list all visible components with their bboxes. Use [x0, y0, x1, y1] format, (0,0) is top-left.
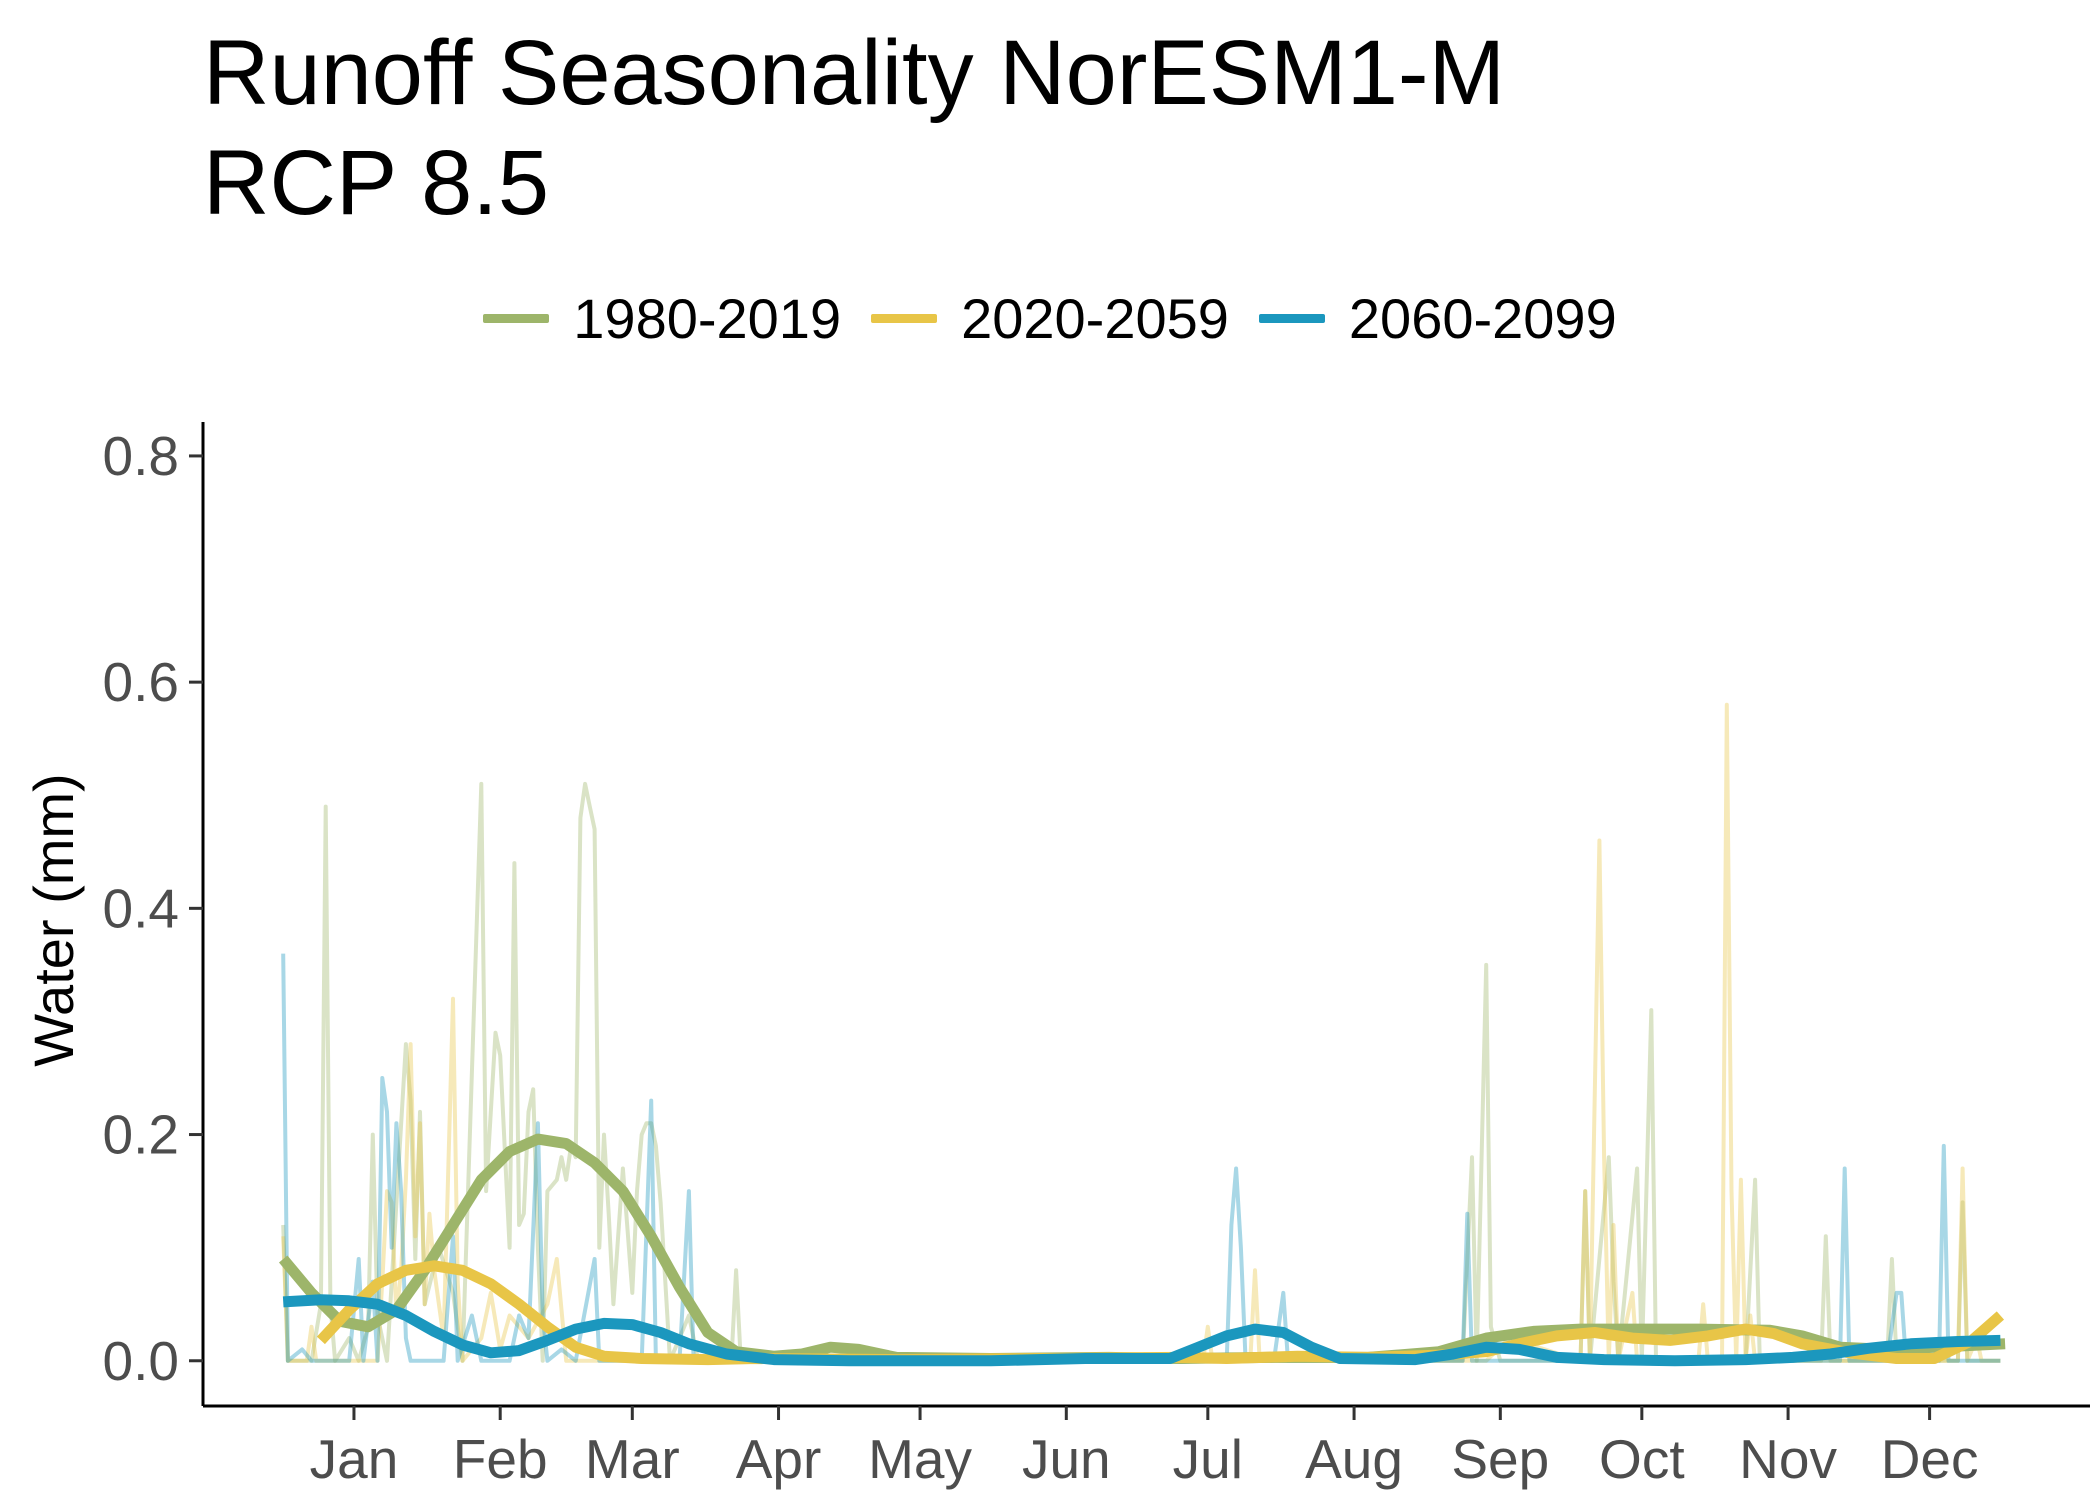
- legend-item-2020-2059: 2020-2059: [871, 286, 1229, 351]
- y-tick-label: 0.4: [103, 877, 179, 939]
- x-axis-ticks: Jan Feb Mar Apr May Jun Jul Aug Sep Oct Nov Dec: [310, 1406, 1979, 1490]
- y-axis-ticks: 0.0 0.2 0.4 0.6 0.8: [103, 425, 203, 1392]
- series-daily-line-2060-2099: [281, 953, 2001, 1363]
- legend-label-2020-2059: 2020-2059: [961, 286, 1229, 350]
- x-tick-label: Mar: [585, 1428, 680, 1490]
- smooth-lines-layer: [278, 1133, 2006, 1367]
- y-tick-label: 0.8: [103, 425, 179, 487]
- legend-item-2060-2099: 2060-2099: [1258, 286, 1617, 351]
- y-axis-label: Water (mm): [22, 773, 85, 1066]
- legend: 1980-2019 2020-2059 2060-2099: [0, 283, 2100, 353]
- x-tick-label: Oct: [1599, 1428, 1685, 1490]
- series-smooth-line-2020-2059: [316, 1260, 2005, 1366]
- chart-title-line-2: RCP 8.5: [203, 132, 550, 234]
- x-tick-label: Jun: [1022, 1428, 1111, 1490]
- y-tick-label: 0.0: [103, 1330, 179, 1392]
- y-tick-label: 0.2: [103, 1104, 179, 1166]
- chart-title-line-1: Runoff Seasonality NorESM1-M: [203, 22, 1506, 124]
- y-tick-label: 0.6: [103, 651, 179, 713]
- x-tick-label: Aug: [1305, 1428, 1403, 1490]
- legend-item-1980-2019: 1980-2019: [483, 286, 841, 351]
- legend-key-2060-2099: [1258, 313, 1325, 323]
- x-tick-label: Jul: [1173, 1428, 1243, 1490]
- x-tick-label: Sep: [1451, 1428, 1549, 1490]
- x-tick-label: Jan: [310, 1428, 399, 1490]
- daily-lines-layer: [281, 702, 2001, 1363]
- x-tick-label: Dec: [1881, 1428, 1979, 1490]
- chart-title: Runoff Seasonality NorESM1-M RCP 8.5: [203, 18, 1505, 238]
- x-tick-label: Apr: [736, 1428, 822, 1490]
- legend-key-1980-2019: [483, 313, 550, 323]
- series-smooth-line-2060-2099: [282, 1294, 2001, 1367]
- x-tick-label: Nov: [1739, 1428, 1837, 1490]
- series-smooth-line-1980-2019: [278, 1133, 2006, 1364]
- x-tick-label: May: [868, 1428, 972, 1490]
- legend-key-2020-2059: [871, 313, 938, 323]
- legend-label-1980-2019: 1980-2019: [573, 286, 842, 350]
- x-tick-label: Feb: [453, 1428, 548, 1490]
- legend-label-2060-2099: 2060-2099: [1348, 286, 1617, 350]
- series-daily-line-1980-2019: [281, 781, 2001, 1363]
